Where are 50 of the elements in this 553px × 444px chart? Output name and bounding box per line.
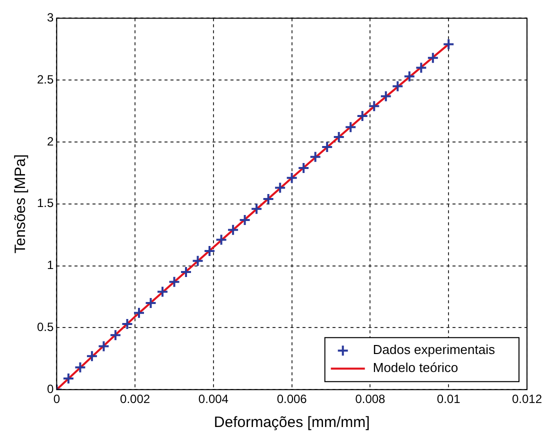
point bbox=[238, 214, 251, 226]
point bbox=[321, 140, 334, 153]
point bbox=[286, 172, 298, 184]
y-tick-label: 2.5 bbox=[36, 72, 54, 86]
y-axis-title: Tensões [MPa] bbox=[12, 154, 30, 254]
point bbox=[144, 296, 157, 309]
x-axis-title: Deformações [mm/mm] bbox=[214, 414, 370, 432]
point bbox=[403, 70, 416, 82]
y-tick-label: 1 bbox=[46, 258, 54, 272]
point bbox=[380, 90, 392, 102]
x-tick-label: 0.012 bbox=[512, 392, 542, 406]
point bbox=[156, 286, 168, 298]
point bbox=[109, 329, 122, 342]
point bbox=[250, 202, 263, 215]
point bbox=[132, 306, 145, 319]
point bbox=[204, 244, 216, 257]
x-tick-label: 0.002 bbox=[120, 392, 150, 406]
y-tick-label: 1.5 bbox=[36, 196, 54, 210]
point bbox=[74, 361, 86, 374]
y-tick-label: 2 bbox=[46, 134, 54, 148]
point bbox=[309, 150, 322, 163]
point bbox=[356, 110, 368, 122]
point bbox=[215, 234, 228, 246]
point bbox=[86, 350, 98, 362]
y-tick-label: 3 bbox=[46, 10, 54, 25]
point bbox=[98, 340, 110, 352]
point bbox=[192, 254, 204, 267]
point bbox=[62, 372, 74, 384]
y-tick-label: 0.5 bbox=[36, 320, 54, 334]
x-tick-label: 0.006 bbox=[276, 392, 308, 406]
point bbox=[332, 131, 345, 144]
x-tick-label: 0.004 bbox=[198, 392, 229, 406]
point bbox=[392, 80, 404, 92]
point bbox=[298, 162, 310, 174]
point bbox=[415, 62, 428, 74]
x-tick-label: 0.01 bbox=[436, 392, 461, 406]
point bbox=[168, 276, 180, 288]
point bbox=[368, 100, 380, 112]
point bbox=[442, 38, 455, 50]
point bbox=[227, 224, 240, 236]
y-tick-label: 0 bbox=[46, 382, 54, 396]
point bbox=[180, 266, 192, 278]
x-tick-label: 0.008 bbox=[355, 392, 386, 406]
point bbox=[121, 318, 134, 330]
legend-label: Dados experimentais bbox=[372, 342, 496, 358]
point bbox=[274, 182, 286, 194]
point bbox=[262, 192, 274, 205]
point bbox=[426, 52, 439, 64]
legend-label: Modelo teórico bbox=[372, 360, 458, 376]
point bbox=[344, 121, 357, 134]
